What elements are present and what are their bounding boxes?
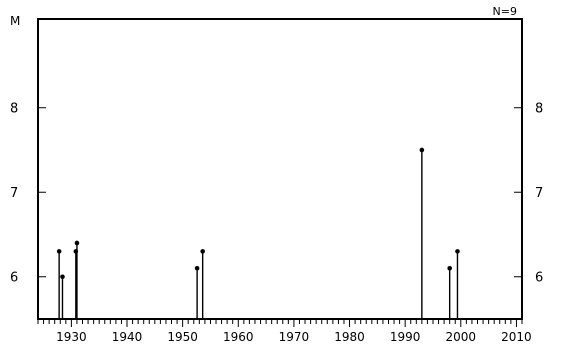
x-tick-label-1970: 1970: [279, 330, 310, 344]
stem-point-7: [447, 265, 452, 271]
x-tick-label-1980: 1980: [334, 330, 365, 344]
x-tick-label-1990: 1990: [390, 330, 421, 344]
x-tick-label-1960: 1960: [223, 330, 254, 344]
x-axis: 1930 1940 1950 1960 1970 1980 1990 2000 2010: [37, 319, 532, 344]
y-axis-left: 6 7 8: [10, 102, 46, 286]
count-label: N=9: [493, 5, 517, 18]
stem-point-6: [419, 147, 425, 153]
y-right-tick-label-8: 8: [535, 102, 543, 117]
x-tick-label-2000: 2000: [446, 330, 477, 344]
y-right-tick-label-6: 6: [535, 271, 543, 286]
x-tick-label-2010: 2010: [501, 330, 532, 344]
stem-point-4: [194, 265, 200, 271]
stem-point-8: [455, 249, 460, 254]
x-tick-label-1930: 1930: [56, 330, 87, 344]
stem-point-5: [200, 249, 205, 254]
stem-layer: [56, 147, 460, 319]
stem-point-3: [74, 240, 80, 246]
x-tick-label-1950: 1950: [167, 330, 198, 344]
y-axis-label: M: [10, 14, 20, 28]
y-left-tick-label-6: 6: [10, 271, 18, 286]
y-axis-right: 6 7 8: [514, 102, 543, 286]
y-right-tick-label-7: 7: [535, 186, 543, 201]
y-left-tick-label-7: 7: [10, 186, 18, 201]
plot-frame: [37, 18, 523, 320]
stem-point-0: [56, 249, 62, 254]
y-left-tick-label-8: 8: [10, 102, 18, 117]
x-tick-label-1940: 1940: [112, 330, 143, 344]
stem-point-1: [60, 274, 65, 280]
